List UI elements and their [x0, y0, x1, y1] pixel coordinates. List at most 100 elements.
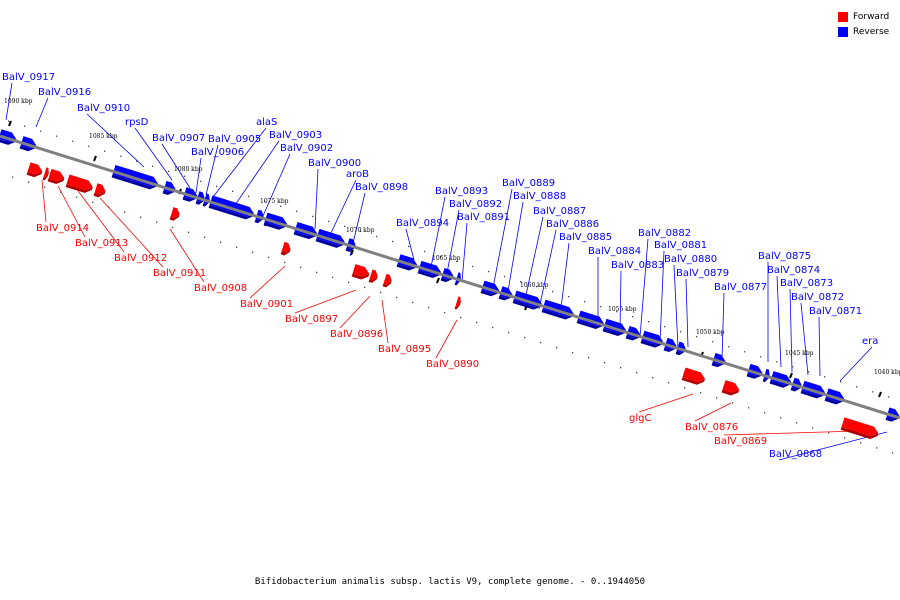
gene-body — [66, 174, 93, 191]
gene-shadow — [721, 389, 740, 396]
gene-shadow — [47, 178, 65, 184]
tick-dot — [232, 190, 234, 192]
forward-leader — [57, 185, 86, 238]
gene-shadow — [762, 375, 770, 383]
scale-tick-label: 1045 kbp — [785, 350, 814, 357]
tick-dot — [488, 270, 490, 273]
tick-dot — [440, 255, 442, 258]
tick-dot — [604, 362, 606, 364]
reverse-leader — [506, 201, 524, 298]
tick-dot — [876, 447, 878, 449]
forward-gene-label: BalV_0911 — [153, 268, 206, 279]
tick-dot — [652, 377, 654, 379]
forward-gene — [65, 174, 93, 193]
reverse-leader — [461, 222, 468, 283]
reverse-gene-label: BalV_0871 — [809, 306, 862, 317]
scale-tick-mark — [436, 277, 440, 284]
tick-dot — [536, 285, 538, 288]
tick-dot — [72, 140, 74, 142]
gene-body — [48, 168, 65, 182]
tick-dot — [808, 371, 810, 373]
tick-dot — [844, 437, 846, 439]
scale-tick-label: 1050 kbp — [696, 329, 725, 336]
forward-gene — [93, 183, 106, 198]
reverse-leader — [86, 113, 145, 168]
reverse-gene-label: aroB — [346, 169, 369, 180]
tick-dot — [812, 427, 814, 429]
tick-dot — [872, 391, 874, 393]
scale-tick-label: 1055 kbp — [608, 306, 637, 313]
reverse-gene-label: BalV_0883 — [611, 260, 664, 271]
reverse-leader — [789, 288, 793, 373]
forward-gene-label: BalV_0876 — [685, 422, 738, 433]
reverse-gene-label: BalV_0893 — [435, 186, 488, 197]
reverse-leader — [491, 188, 513, 294]
tick-dot — [616, 311, 618, 313]
tick-dot — [200, 180, 202, 182]
tick-dot — [316, 271, 318, 274]
forward-gene-label: BalV_0869 — [714, 436, 767, 447]
gene-shadow — [800, 390, 825, 399]
reverse-gene-label: BalV_0916 — [38, 87, 91, 98]
gene-body — [352, 264, 370, 277]
tick-dot — [120, 155, 122, 157]
gene-body — [383, 273, 392, 285]
tick-dot — [152, 165, 154, 167]
forward-gene — [169, 207, 180, 221]
gene-shadow — [182, 195, 198, 202]
scale-tick-mark — [789, 372, 793, 379]
forward-leader — [41, 179, 47, 223]
forward-leader — [435, 319, 458, 359]
scale-tick-mark — [8, 120, 12, 127]
reverse-gene-label: BalV_0902 — [280, 143, 333, 154]
tick-dot — [508, 331, 510, 334]
reverse-gene-label: BalV_0884 — [588, 246, 641, 257]
reverse-leader — [639, 238, 649, 338]
reverse-gene-label: BalV_0881 — [654, 240, 707, 251]
forward-leader — [339, 295, 371, 329]
forward-gene — [42, 167, 49, 181]
reverse-gene-label: BalV_0894 — [396, 218, 449, 229]
tick-dot — [556, 346, 558, 349]
tick-dot — [444, 311, 446, 314]
legend-forward-label: Forward — [853, 11, 890, 22]
gene-shadow — [512, 300, 542, 310]
scale-tick-mark — [878, 391, 882, 398]
gene-shadow — [351, 273, 370, 280]
gene-shadow — [315, 238, 345, 248]
forward-gene — [368, 269, 378, 283]
tick-dot — [392, 240, 394, 243]
forward-gene — [280, 241, 291, 256]
gene-shadow — [480, 290, 500, 297]
gene-shadow — [42, 173, 49, 181]
forward-leader — [169, 228, 205, 283]
reverse-gene-label: BalV_0906 — [191, 147, 244, 158]
reverse-gene-label: BalV_0882 — [638, 228, 691, 239]
gene-shadow — [382, 280, 392, 288]
tick-dot — [856, 386, 858, 388]
reverse-gene-label: BalV_0887 — [533, 206, 586, 217]
tick-dot — [456, 260, 458, 263]
reverse-gene-label: BalV_0874 — [767, 265, 820, 276]
tick-dot — [140, 216, 142, 218]
reverse-gene-label: BalV_0903 — [269, 130, 322, 141]
gene-shadow — [208, 204, 254, 220]
forward-gene — [382, 273, 392, 288]
tick-dot — [504, 275, 506, 278]
forward-gene-label: BalV_0901 — [240, 299, 293, 310]
reverse-leader — [205, 144, 219, 196]
reverse-gene-label: BalV_0886 — [546, 219, 599, 230]
tick-dot — [492, 326, 494, 329]
scale-tick-label: 1065 kbp — [432, 255, 461, 262]
gene-shadow — [675, 348, 686, 356]
tick-dot — [252, 251, 254, 254]
scale-tick-label: 1080 kbp — [174, 166, 203, 173]
gene-shadow — [454, 278, 461, 286]
tick-dot — [664, 326, 666, 328]
reverse-gene-label: BalV_0898 — [355, 182, 408, 193]
tick-dot — [236, 246, 238, 248]
reverse-gene-label: rpsD — [125, 117, 149, 128]
reverse-gene-label: BalV_0900 — [308, 158, 361, 169]
gene-shadow — [111, 174, 158, 190]
